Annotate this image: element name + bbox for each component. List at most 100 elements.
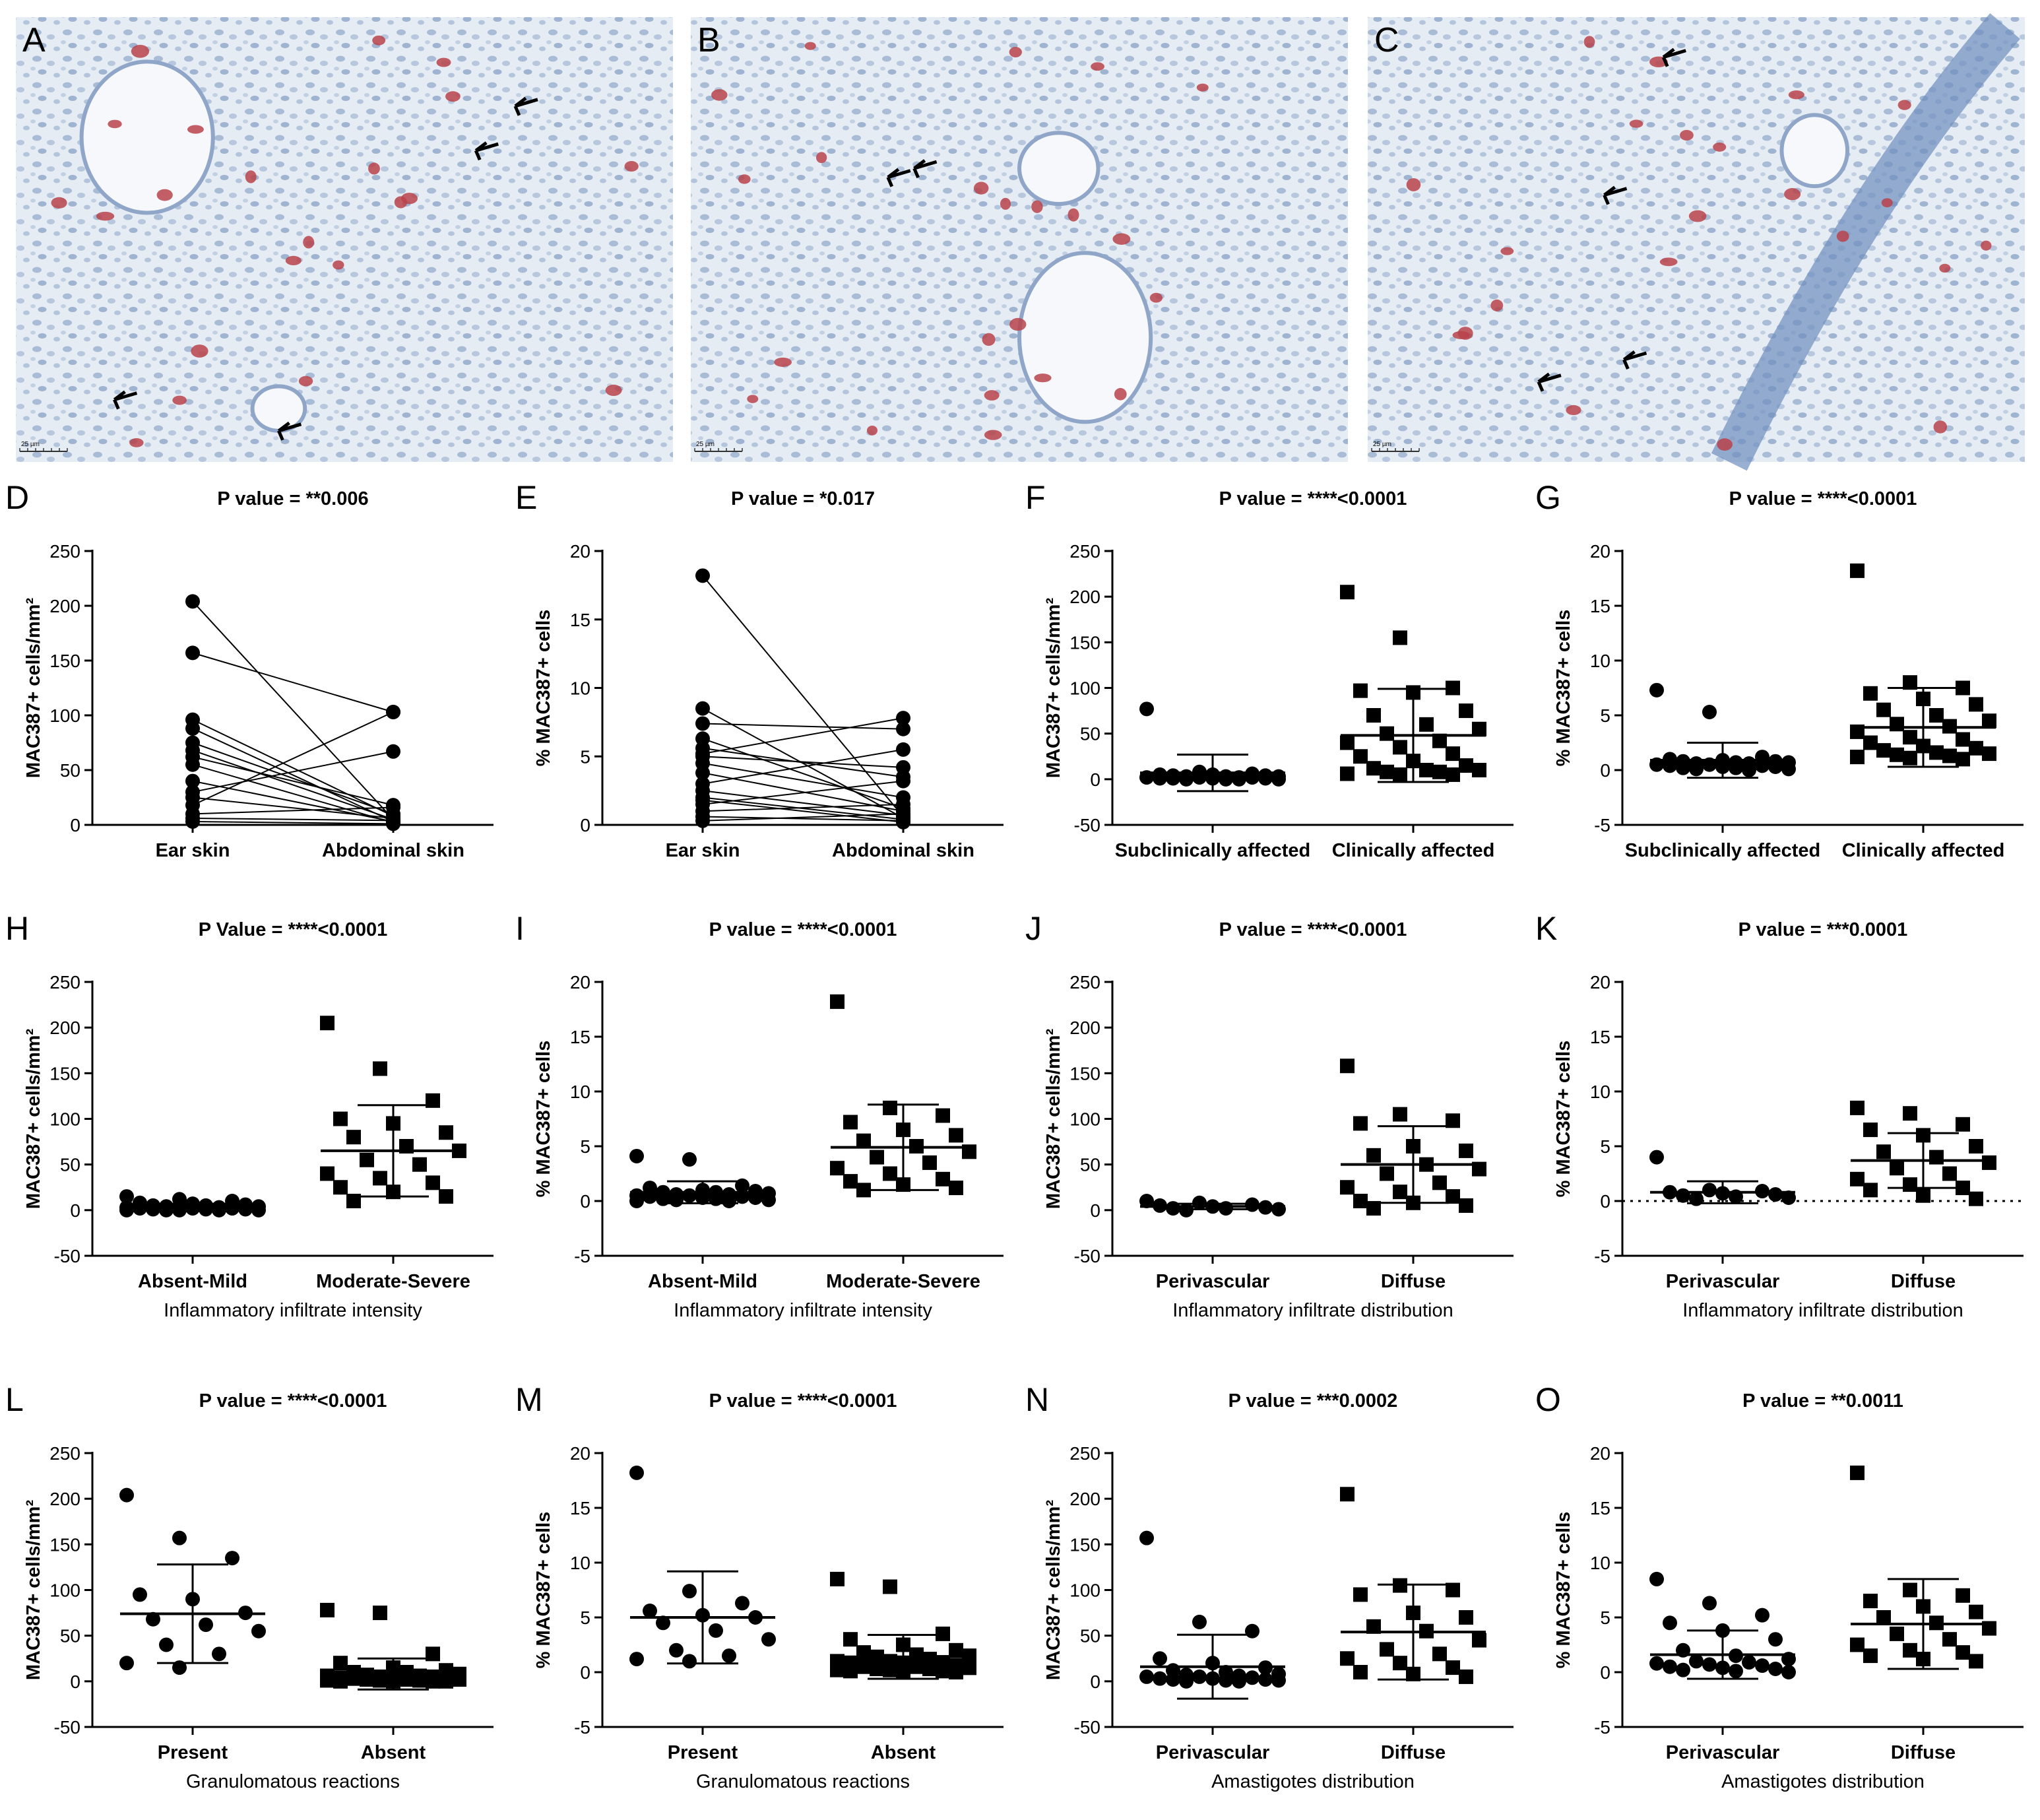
y-tick-label: 150: [49, 651, 80, 671]
x-tick-label: Abdominal skin: [832, 840, 974, 861]
data-point: [412, 1673, 427, 1688]
y-tick-label: -50: [1074, 815, 1100, 835]
data-point: [146, 1611, 160, 1627]
data-point: [225, 1551, 239, 1566]
y-tick-label: 15: [1590, 1027, 1610, 1047]
pair-line: [192, 756, 394, 806]
data-point: [1406, 1195, 1420, 1210]
stained-cell: [298, 375, 313, 387]
data-point: [1192, 1669, 1207, 1684]
data-point: [1903, 1582, 1917, 1598]
y-tick-label: 100: [1069, 1109, 1100, 1130]
chart-panel-h: H P Value = ****<0.0001 -50 0 50 100 150 200 250…: [5, 910, 494, 1321]
data-point: [695, 1190, 710, 1206]
data-point: [333, 1674, 348, 1689]
data-point: [1139, 1194, 1154, 1208]
data-point: [1663, 758, 1677, 773]
y-tick-label: 0: [1090, 769, 1100, 790]
data-point: [856, 1133, 871, 1148]
panel-letter: K: [1535, 910, 1557, 947]
data-point: [1876, 743, 1891, 758]
y-tick-label: -50: [1074, 1717, 1100, 1738]
y-tick-label: 200: [49, 1018, 80, 1038]
data-point: [185, 814, 200, 829]
data-point: [1353, 1194, 1368, 1208]
data-point: [426, 1674, 440, 1689]
data-point: [1459, 758, 1473, 773]
data-point: [1380, 1642, 1394, 1657]
stained-cell: [1788, 90, 1804, 100]
stained-cell: [1112, 233, 1131, 245]
y-axis-label: MAC387+ cells/mm²: [1043, 598, 1064, 779]
panel-letter: F: [1025, 479, 1046, 516]
stained-cell: [1680, 129, 1694, 141]
data-point: [1916, 738, 1930, 754]
data-point: [386, 1674, 400, 1689]
arrow-icon: [912, 159, 938, 179]
stained-cell: [1713, 142, 1727, 152]
data-point: [360, 1672, 374, 1687]
data-point: [426, 1175, 440, 1190]
data-point: [1245, 1623, 1259, 1639]
data-point: [1406, 1606, 1420, 1621]
stained-cell: [711, 89, 728, 101]
x-tick-label: Perivascular: [1156, 1742, 1270, 1763]
data-point: [1432, 764, 1447, 779]
data-point: [1340, 1487, 1355, 1502]
y-tick-label: 10: [570, 1082, 590, 1102]
data-point: [761, 1192, 776, 1208]
data-point: [1271, 1673, 1286, 1688]
data-point: [1969, 1191, 1983, 1206]
data-point: [830, 1662, 845, 1677]
x-axis-label: Granulomatous reactions: [186, 1771, 400, 1792]
pair-line: [192, 750, 394, 820]
data-point: [1393, 630, 1407, 645]
data-point: [1929, 745, 1944, 760]
stained-cell: [1566, 405, 1581, 416]
data-point: [949, 1128, 963, 1143]
data-point: [883, 1100, 897, 1115]
pair-line: [702, 796, 904, 820]
arrow-icon: [1603, 185, 1628, 205]
data-point: [1755, 1658, 1769, 1674]
panel-letter: H: [5, 910, 29, 947]
data-point: [1459, 1669, 1473, 1684]
arrow-icon: [1537, 372, 1562, 392]
data-point: [1393, 740, 1407, 755]
data-point: [1956, 732, 1970, 747]
data-point: [695, 813, 710, 828]
hair-follicle: [1711, 13, 2020, 471]
data-point: [1969, 1604, 1983, 1619]
data-point: [1956, 1181, 1970, 1196]
vessel-lumen: [1779, 113, 1850, 189]
data-point: [1702, 1657, 1717, 1672]
y-tick-label: 0: [70, 1672, 80, 1692]
chart-panel-l: L P value = ****<0.0001 -50 0 50 100 150 200 250…: [5, 1381, 494, 1792]
data-point: [843, 1632, 858, 1647]
data-point: [1850, 1100, 1865, 1115]
data-point: [185, 773, 200, 789]
y-tick-label: 15: [1590, 1498, 1610, 1518]
stained-cell: [1933, 420, 1948, 434]
y-tick-label: 100: [1069, 678, 1100, 699]
data-point: [656, 1191, 670, 1206]
data-point: [1380, 1166, 1394, 1181]
data-point: [629, 1148, 644, 1163]
data-point: [1393, 1185, 1407, 1200]
stained-cell: [984, 390, 1000, 401]
data-point: [1689, 1191, 1704, 1206]
stained-cell: [1629, 119, 1643, 128]
panel-letter: M: [515, 1381, 543, 1418]
arrow-icon: [113, 390, 138, 410]
data-point: [212, 1646, 226, 1662]
y-tick-label: 200: [1069, 1018, 1100, 1038]
panel-letter: C: [1374, 21, 1399, 59]
data-point: [1472, 721, 1486, 736]
data-point: [1366, 1148, 1381, 1163]
y-axis-label: % MAC387+ cells: [1553, 1512, 1574, 1669]
y-tick-label: 250: [49, 541, 80, 562]
stained-cell: [1881, 198, 1893, 208]
x-tick-label: Diffuse: [1381, 1742, 1446, 1763]
data-point: [643, 1604, 657, 1619]
data-point: [1179, 1202, 1194, 1218]
